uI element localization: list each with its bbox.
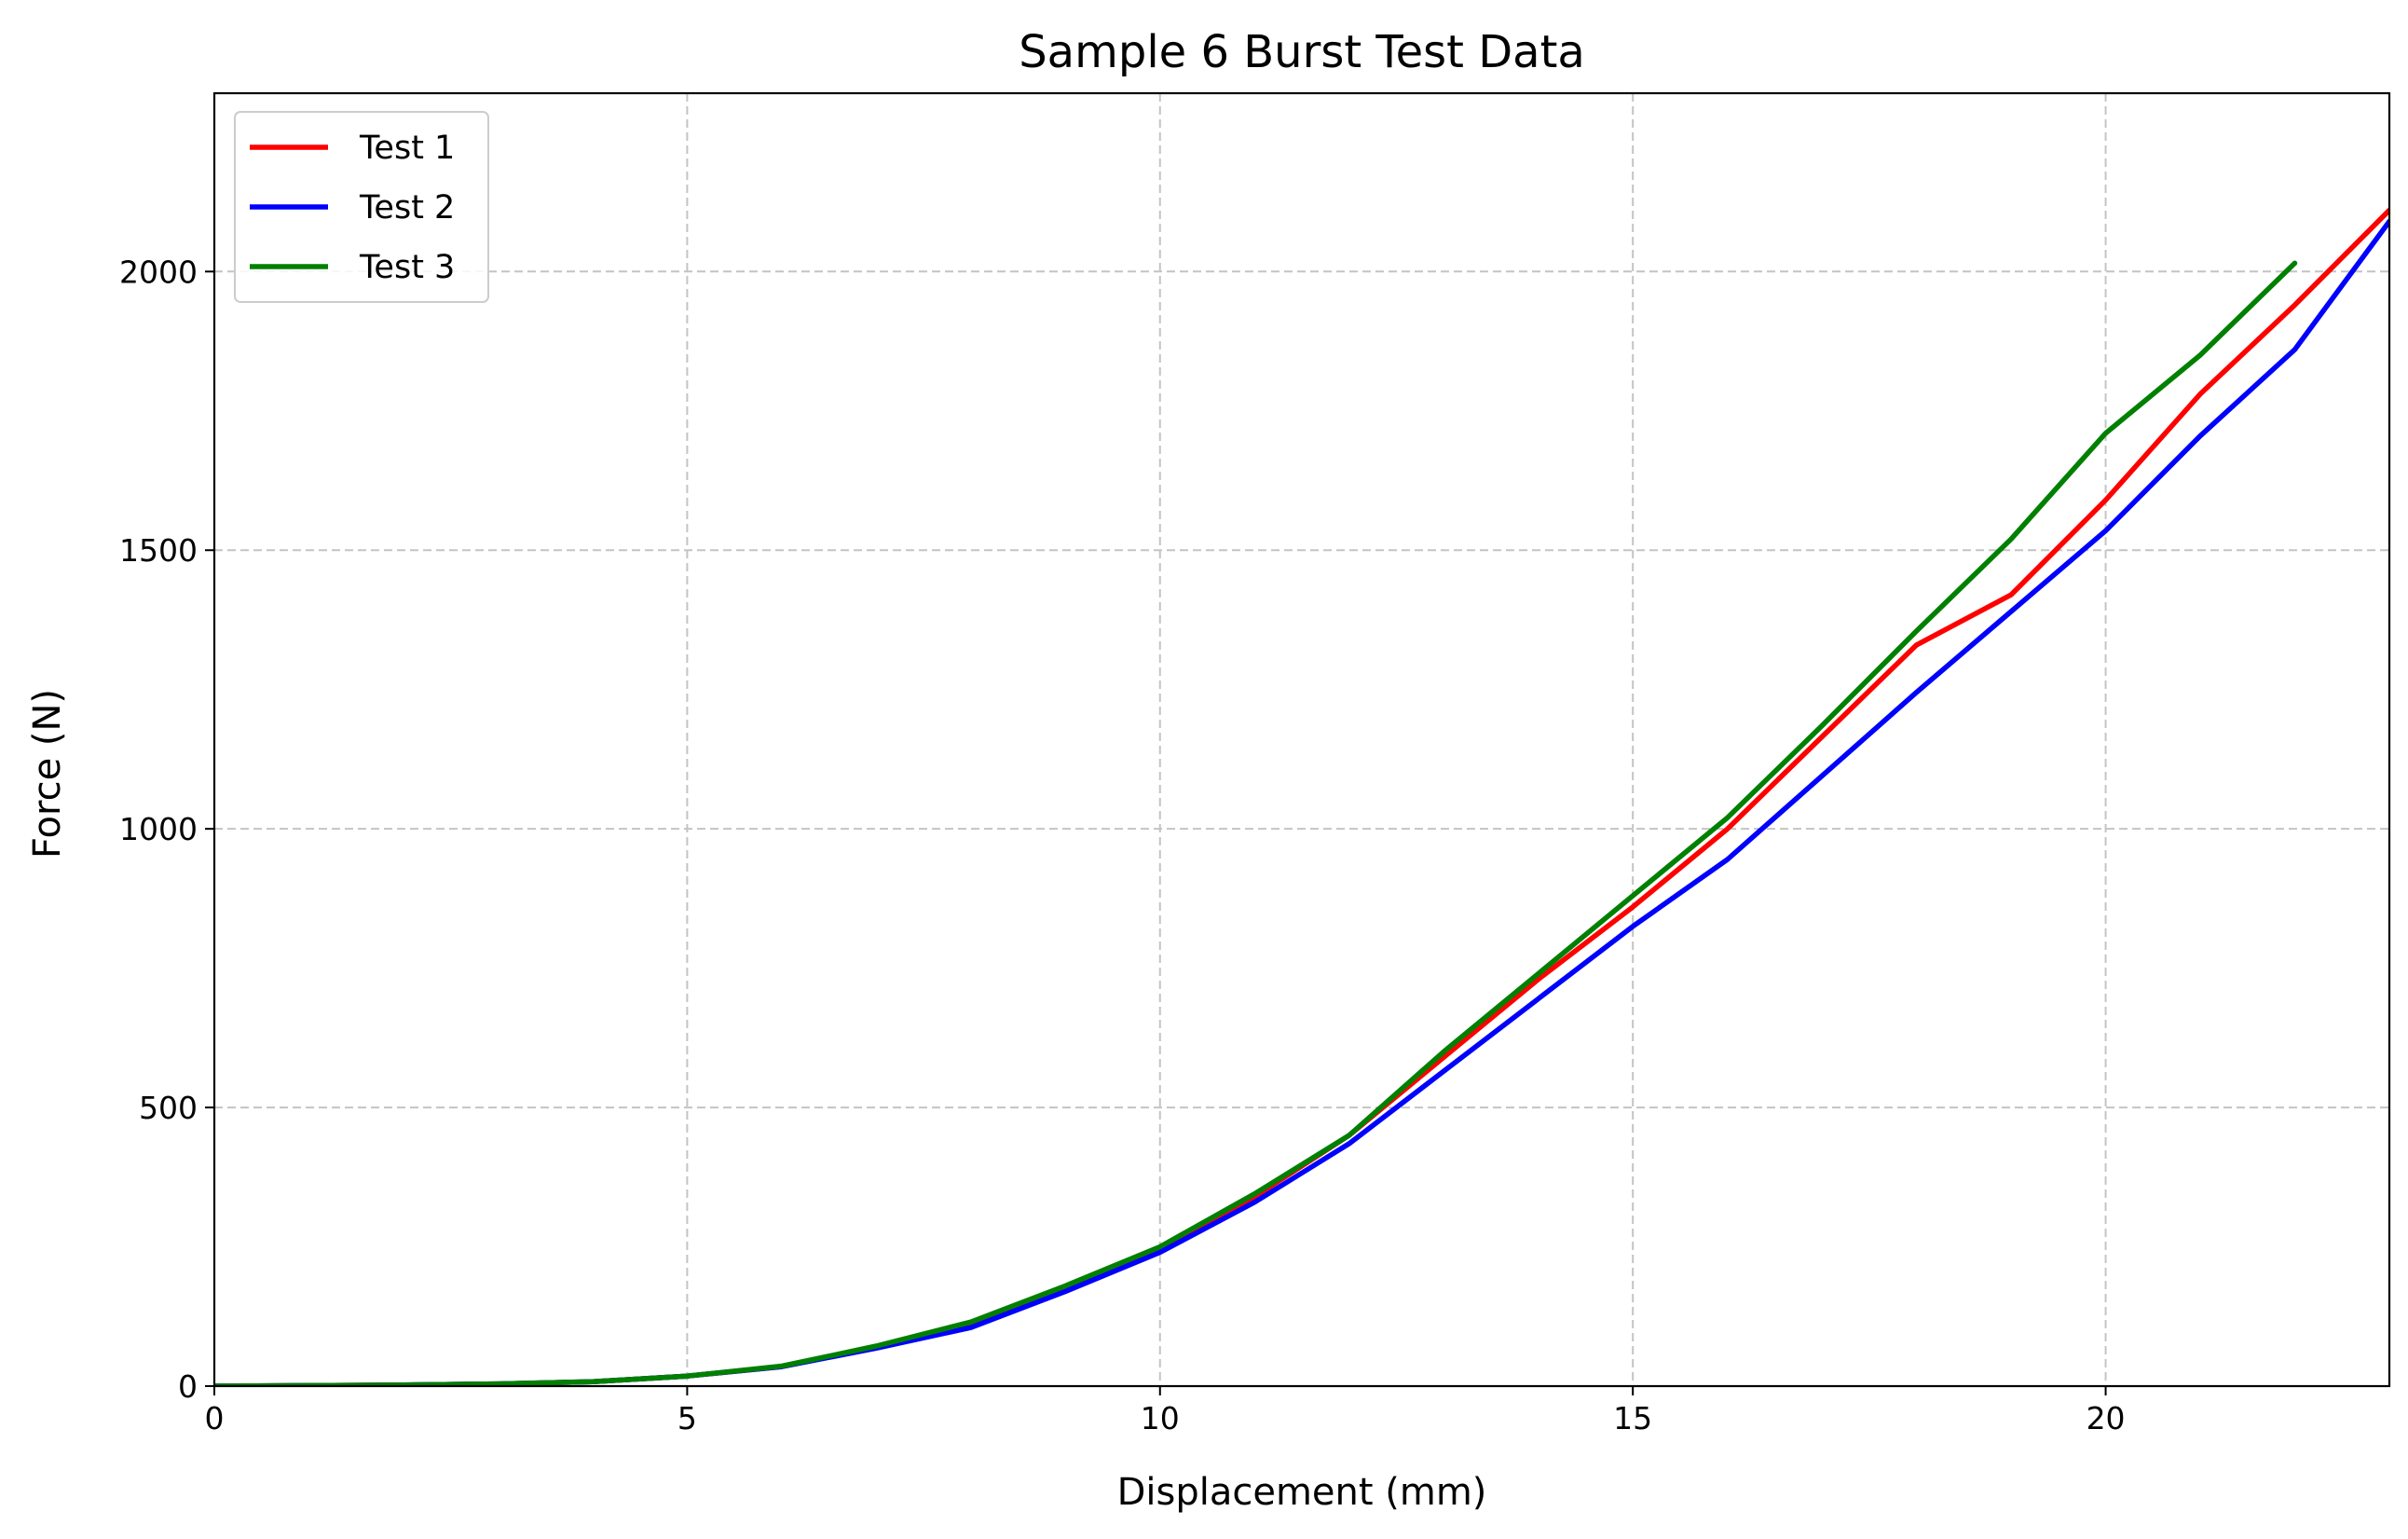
x-tick-label: 15 xyxy=(1613,1400,1652,1436)
y-tick-label: 2000 xyxy=(119,254,198,290)
ticks: 0 5 10 15 20 0 500 1000 1500 2000 xyxy=(119,254,2126,1436)
legend-label: Test 3 xyxy=(359,249,455,286)
series-line-test-3 xyxy=(214,260,2298,1386)
plot-frame xyxy=(212,91,2391,1388)
x-tick-label: 5 xyxy=(677,1400,697,1436)
y-tick-label: 1500 xyxy=(119,532,198,569)
x-axis-label: Displacement (mm) xyxy=(1117,1471,1487,1514)
series-layer xyxy=(214,207,2389,1386)
chart-title: Sample 6 Burst Test Data xyxy=(1019,26,1585,78)
x-tick-label: 20 xyxy=(2086,1400,2126,1436)
y-tick-label: 500 xyxy=(139,1090,198,1126)
legend: Test 1 Test 2 Test 3 xyxy=(234,111,489,303)
legend-label: Test 2 xyxy=(359,189,455,227)
y-axis-label: Force (N) xyxy=(26,689,69,859)
x-tick-label: 0 xyxy=(205,1400,225,1436)
y-tick-label: 0 xyxy=(178,1368,198,1405)
legend-box xyxy=(234,111,489,303)
legend-label: Test 1 xyxy=(359,130,455,167)
x-tick-label: 10 xyxy=(1141,1400,1180,1436)
y-tick-label: 1000 xyxy=(119,811,198,847)
